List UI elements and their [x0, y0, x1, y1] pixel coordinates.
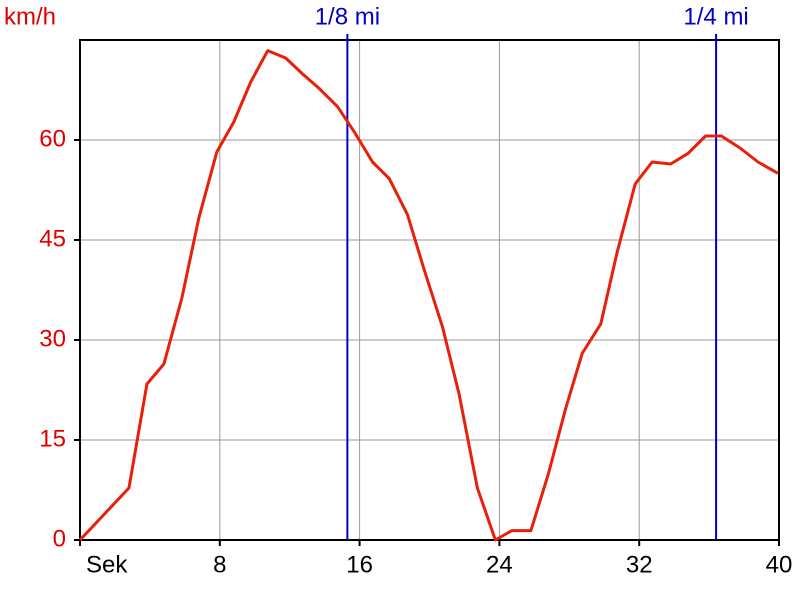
y-tick-label: 45	[39, 225, 66, 252]
y-tick-label: 60	[39, 125, 66, 152]
y-tick-label: 0	[53, 525, 66, 552]
x-tick-label: 8	[213, 551, 226, 578]
distance-marker-label: 1/8 mi	[315, 3, 380, 30]
y-tick-label: 30	[39, 325, 66, 352]
distance-marker-label: 1/4 mi	[683, 3, 748, 30]
x-tick-label: 40	[766, 551, 793, 578]
speed-line	[78, 49, 779, 542]
x-tick-label: 32	[626, 551, 653, 578]
x-tick-label: Sek	[86, 551, 128, 578]
y-tick-label: 15	[39, 425, 66, 452]
x-tick-label: 24	[486, 551, 513, 578]
y-axis-label: km/h	[4, 3, 56, 30]
x-tick-label: 16	[346, 551, 373, 578]
plot-frame	[79, 39, 780, 541]
